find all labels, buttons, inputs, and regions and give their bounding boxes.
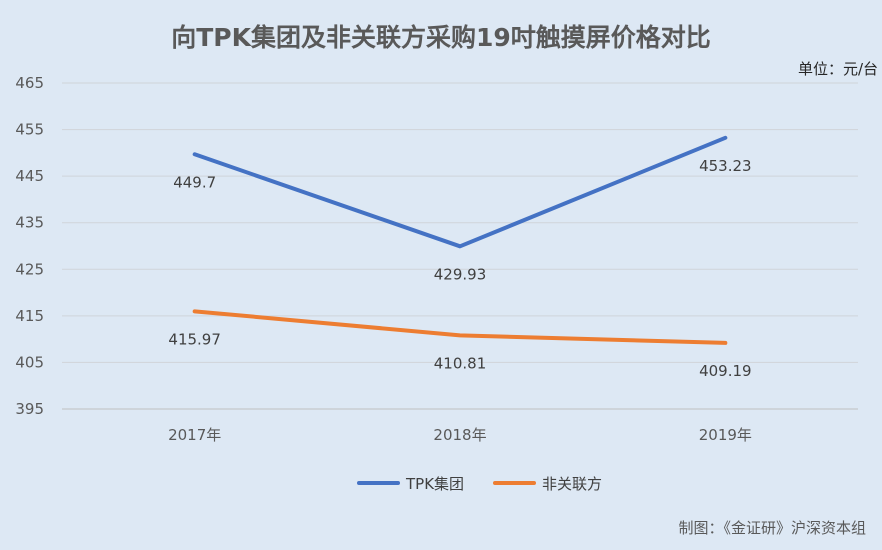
y-axis: 395 405 415 425 435 445 455 465 xyxy=(15,74,44,418)
y-tick-label: 465 xyxy=(15,74,44,92)
legend-label-tpk: TPK集团 xyxy=(405,475,464,493)
y-tick-label: 395 xyxy=(15,400,44,418)
y-tick-label: 405 xyxy=(15,353,44,371)
y-tick-label: 435 xyxy=(15,214,44,232)
y-tick-label: 455 xyxy=(15,121,44,139)
unit-label: 单位：元/台 xyxy=(798,60,878,78)
data-label: 410.81 xyxy=(434,354,487,372)
source-credit: 制图：《金证研》沪深资本组 xyxy=(678,519,866,537)
y-tick-label: 415 xyxy=(15,307,44,325)
y-tick-label: 445 xyxy=(15,167,44,185)
chart-title: 向TPK集团及非关联方采购19吋触摸屏价格对比 xyxy=(171,23,711,52)
series-line-non-affiliate xyxy=(192,309,728,345)
data-label: 415.97 xyxy=(168,330,221,348)
x-tick-label: 2019年 xyxy=(699,426,752,444)
series-line-tpk xyxy=(192,135,728,249)
data-label: 449.7 xyxy=(173,173,216,191)
data-label: 409.19 xyxy=(699,362,752,380)
gridlines xyxy=(62,82,858,410)
x-tick-label: 2017年 xyxy=(168,426,221,444)
legend-label-non-affiliate: 非关联方 xyxy=(542,475,602,493)
data-label: 453.23 xyxy=(699,157,752,175)
data-labels: 449.7 429.93 453.23 415.97 410.81 409.19 xyxy=(168,157,751,380)
x-axis: 2017年 2018年 2019年 xyxy=(168,426,752,444)
legend: TPK集团 非关联方 xyxy=(357,475,602,493)
x-tick-label: 2018年 xyxy=(433,426,486,444)
y-tick-label: 425 xyxy=(15,260,44,278)
data-label: 429.93 xyxy=(434,265,487,283)
series-lines xyxy=(192,135,728,345)
